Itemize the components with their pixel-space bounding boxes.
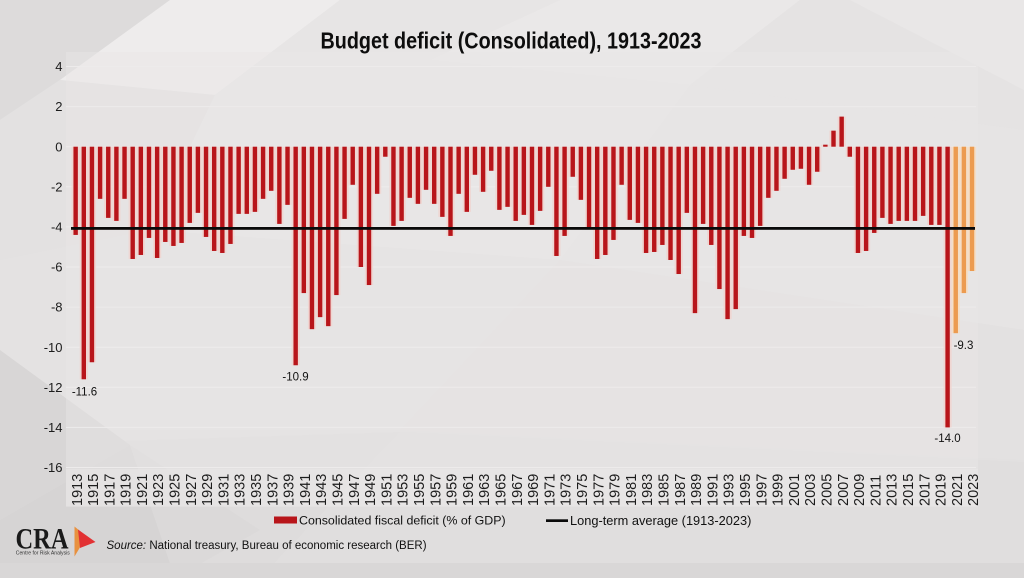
svg-text:1935: 1935 xyxy=(249,474,265,506)
svg-text:1919: 1919 xyxy=(119,474,135,506)
svg-text:1929: 1929 xyxy=(200,474,216,506)
svg-text:1959: 1959 xyxy=(445,474,461,506)
svg-text:1999: 1999 xyxy=(771,474,787,506)
svg-text:Source: National treasury, Bur: Source: National treasury, Bureau of eco… xyxy=(107,540,427,552)
svg-text:1961: 1961 xyxy=(461,474,477,506)
svg-text:1967: 1967 xyxy=(510,474,526,506)
svg-text:2001: 2001 xyxy=(787,474,803,506)
svg-text:2019: 2019 xyxy=(934,474,950,506)
svg-text:1915: 1915 xyxy=(86,474,102,506)
svg-text:1933: 1933 xyxy=(233,474,249,506)
svg-text:-10: -10 xyxy=(44,340,63,355)
svg-text:-14: -14 xyxy=(44,420,63,435)
svg-text:2011: 2011 xyxy=(868,475,884,506)
svg-text:-4: -4 xyxy=(51,220,63,235)
svg-text:1981: 1981 xyxy=(624,474,640,506)
svg-text:1969: 1969 xyxy=(526,474,542,506)
svg-text:1987: 1987 xyxy=(673,474,689,506)
svg-text:1973: 1973 xyxy=(559,474,575,506)
svg-text:Consolidated fiscal deficit (%: Consolidated fiscal deficit (% of GDP) xyxy=(299,514,506,528)
svg-text:1943: 1943 xyxy=(314,474,330,506)
svg-text:1953: 1953 xyxy=(396,474,412,506)
svg-text:Long-term average (1913-2023): Long-term average (1913-2023) xyxy=(570,513,751,528)
svg-text:1983: 1983 xyxy=(640,474,656,506)
svg-text:1963: 1963 xyxy=(477,474,493,506)
svg-text:1977: 1977 xyxy=(591,474,607,506)
svg-text:-14.0: -14.0 xyxy=(934,433,960,445)
svg-text:2009: 2009 xyxy=(852,474,868,506)
svg-text:1971: 1971 xyxy=(542,474,558,506)
svg-text:1945: 1945 xyxy=(331,474,347,506)
svg-text:2003: 2003 xyxy=(803,474,819,506)
svg-text:1985: 1985 xyxy=(656,474,672,506)
svg-text:1979: 1979 xyxy=(608,474,624,506)
svg-text:1927: 1927 xyxy=(184,474,200,506)
svg-text:1923: 1923 xyxy=(151,474,167,506)
svg-text:-6: -6 xyxy=(51,260,63,275)
svg-text:1949: 1949 xyxy=(363,474,379,506)
svg-text:1947: 1947 xyxy=(347,474,363,506)
svg-text:-8: -8 xyxy=(51,300,63,315)
svg-text:-11.6: -11.6 xyxy=(72,387,97,399)
svg-text:1931: 1931 xyxy=(216,474,232,506)
svg-text:1941: 1941 xyxy=(298,474,314,506)
svg-text:1955: 1955 xyxy=(412,474,428,506)
svg-text:2: 2 xyxy=(55,99,62,114)
svg-text:1991: 1991 xyxy=(705,474,721,506)
svg-text:1937: 1937 xyxy=(265,474,281,506)
svg-text:1957: 1957 xyxy=(428,474,444,506)
svg-text:2017: 2017 xyxy=(917,474,933,506)
svg-text:Centre for Risk Analysis: Centre for Risk Analysis xyxy=(16,551,71,557)
svg-text:1997: 1997 xyxy=(754,474,770,506)
svg-text:-16: -16 xyxy=(44,460,63,475)
svg-text:2007: 2007 xyxy=(836,474,852,506)
svg-text:2023: 2023 xyxy=(966,474,982,506)
svg-text:4: 4 xyxy=(55,59,62,74)
svg-text:1917: 1917 xyxy=(102,474,118,506)
svg-text:1921: 1921 xyxy=(135,474,151,506)
svg-text:2013: 2013 xyxy=(885,474,901,506)
svg-text:1951: 1951 xyxy=(379,474,395,506)
svg-text:0: 0 xyxy=(55,139,62,154)
svg-text:-10.9: -10.9 xyxy=(282,372,308,384)
svg-text:2021: 2021 xyxy=(950,474,966,506)
svg-text:1965: 1965 xyxy=(494,474,510,506)
svg-text:-9.3: -9.3 xyxy=(954,340,974,352)
svg-text:1989: 1989 xyxy=(689,474,705,506)
svg-text:2015: 2015 xyxy=(901,474,917,506)
svg-text:1925: 1925 xyxy=(168,474,184,506)
svg-text:CRA: CRA xyxy=(16,523,69,556)
svg-text:1939: 1939 xyxy=(282,474,298,506)
svg-text:-12: -12 xyxy=(44,380,63,395)
svg-text:-2: -2 xyxy=(51,179,63,194)
svg-text:1913: 1913 xyxy=(70,474,86,506)
svg-text:2005: 2005 xyxy=(819,474,835,506)
svg-text:1993: 1993 xyxy=(722,474,738,506)
svg-text:1995: 1995 xyxy=(738,474,754,506)
svg-text:1975: 1975 xyxy=(575,474,591,506)
svg-text:Budget deficit (Consolidated),: Budget deficit (Consolidated), 1913-2023 xyxy=(321,28,702,54)
